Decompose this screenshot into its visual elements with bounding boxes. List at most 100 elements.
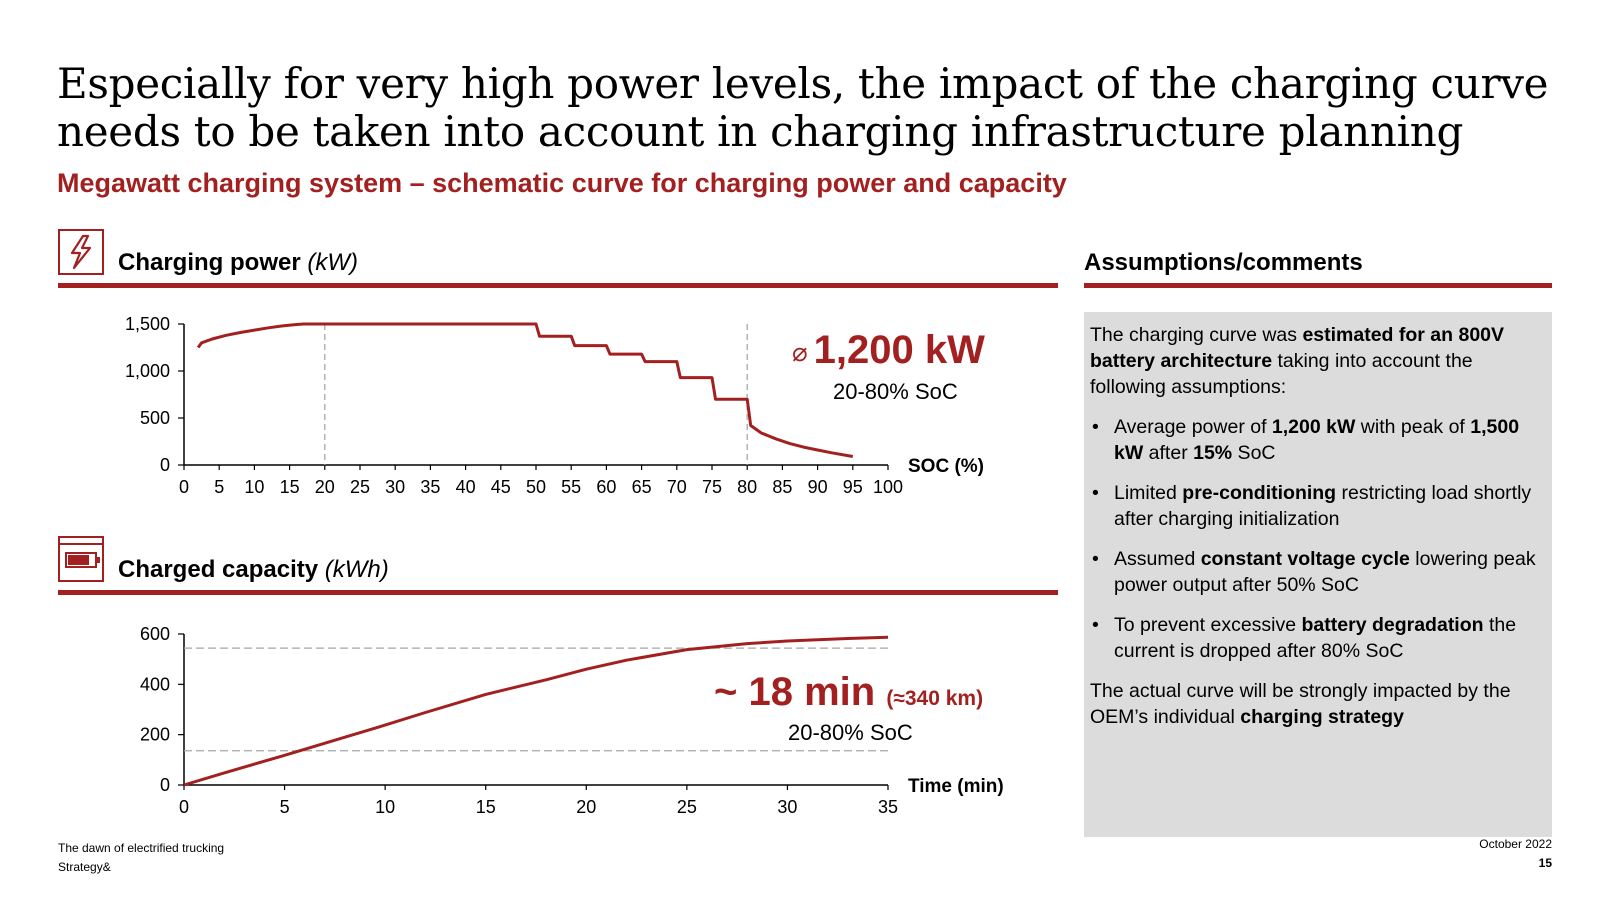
text-run: Assumed [1114, 548, 1201, 570]
lightning-icon [58, 229, 104, 275]
x-tick-label: 0 [179, 797, 189, 817]
x-tick-label: 15 [476, 797, 496, 817]
charging-power-chart: 0 500 1,000 1,500 0 5 10 15 20 25 30 35 40 45 50 55 60 65… [125, 314, 984, 497]
series-line [183, 635, 889, 787]
y-tick-label: 400 [140, 674, 170, 694]
assumptions-divider [1084, 283, 1552, 288]
assumption-item: Limited pre-conditioning restricting loa… [1090, 480, 1544, 532]
footer-date: October 2022 [1479, 837, 1552, 851]
text-run: The charging curve was [1090, 324, 1303, 346]
bold-text: battery degradation [1301, 614, 1484, 636]
x-tick-label: 10 [375, 797, 395, 817]
assumption-item: To prevent excessive battery degradation… [1090, 612, 1544, 664]
text-run: the current is dropped after 80% SoC [1114, 614, 1517, 662]
assumptions-intro: The charging curve was estimated for an … [1090, 322, 1544, 400]
bold-text: 1,200 kW [1271, 416, 1356, 438]
footer-publication: The dawn of electrified trucking [58, 841, 225, 855]
diameter-icon: ⌀ [792, 336, 808, 367]
text-run: after [1143, 442, 1194, 464]
bold-text: 1,500 kW [1114, 416, 1520, 464]
y-tick-label: 0 [160, 775, 170, 795]
average-power-note: 20-80% SoC [833, 379, 958, 404]
x-tick-label: 20 [576, 797, 596, 817]
charge-time-note: 20-80% SoC [788, 720, 913, 745]
charged-capacity-unit: (kWh) [324, 556, 389, 583]
page-number: 15 [1538, 856, 1552, 870]
charge-time-value: ~ 18 min [714, 670, 876, 714]
x-tick-label: 20 [315, 477, 335, 497]
text-run: lowering peak power output after 50% SoC [1114, 548, 1536, 596]
assumptions-outro: The actual curve will be strongly impact… [1090, 678, 1544, 730]
footer-right: October 2022 15 [1479, 835, 1552, 873]
x-tick-label: 95 [843, 477, 863, 497]
page-title-line-2: needs to be taken into account in chargi… [57, 107, 1464, 156]
average-power-value: 1,200 kW [813, 328, 985, 372]
y-tick-label: 200 [140, 725, 170, 745]
x-tick-label: 30 [777, 797, 797, 817]
text-run: To prevent excessive [1114, 614, 1302, 636]
assumption-item: Assumed constant voltage cycle lowering … [1090, 546, 1544, 598]
charge-range-value: (≈340 km) [886, 687, 984, 710]
x-tick-label: 70 [667, 477, 687, 497]
bold-text: constant voltage cycle [1200, 548, 1410, 570]
x-axis-label: Time (min) [908, 776, 1004, 797]
text-run: Average power of [1114, 416, 1272, 438]
bold-text: 15% [1193, 442, 1233, 464]
average-power-callout: ⌀ 1,200 kW [792, 328, 985, 373]
text-run: taking into account the following assump… [1090, 350, 1473, 398]
text-run: SoC [1232, 442, 1276, 464]
page-subtitle: Megawatt charging system – schematic cur… [57, 168, 1067, 198]
text-run: The actual curve will be strongly impact… [1090, 680, 1511, 728]
x-tick-label: 100 [873, 477, 903, 497]
y-tick-label: 600 [140, 624, 170, 644]
charged-capacity-divider [58, 590, 1058, 595]
footer-left: The dawn of electrified trucking Strateg… [58, 839, 224, 877]
x-tick-label: 80 [737, 477, 757, 497]
x-tick-label: 40 [456, 477, 476, 497]
x-tick-label: 90 [808, 477, 828, 497]
x-tick-label: 30 [385, 477, 405, 497]
assumptions-list: Average power of 1,200 kW with peak of 1… [1090, 414, 1544, 664]
charged-capacity-chart: 0 200 400 600 0 5 10 15 20 25 30 35 Time (min) [140, 624, 1004, 817]
battery-icon [58, 536, 104, 582]
y-tick-label: 1,500 [125, 314, 170, 334]
x-tick-label: 60 [596, 477, 616, 497]
assumptions-heading: Assumptions/comments [1084, 249, 1363, 276]
x-tick-label: 25 [677, 797, 697, 817]
x-tick-label: 35 [878, 797, 898, 817]
x-tick-label: 25 [350, 477, 370, 497]
text-run: restricting load shortly after charging … [1114, 482, 1532, 530]
y-tick-label: 1,000 [125, 361, 170, 381]
footer-company: Strategy& [58, 860, 111, 874]
text-run: with peak of [1355, 416, 1471, 438]
x-tick-label: 75 [702, 477, 722, 497]
text-run: Limited [1114, 482, 1183, 504]
x-tick-label: 65 [632, 477, 652, 497]
charged-capacity-heading: Charged capacity (kWh) [118, 556, 389, 584]
charged-capacity-title: Charged capacity [118, 556, 319, 583]
bold-text: estimated for an 800V battery architectu… [1090, 324, 1505, 372]
charge-time-callout: ~ 18 min (≈340 km) [714, 670, 983, 715]
charging-power-divider [58, 283, 1058, 288]
x-tick-label: 10 [244, 477, 264, 497]
bold-text: pre-conditioning [1182, 482, 1337, 504]
x-tick-label: 55 [561, 477, 581, 497]
series-line [196, 322, 854, 458]
charging-power-title: Charging power [118, 249, 301, 276]
assumption-item: Average power of 1,200 kW with peak of 1… [1090, 414, 1544, 466]
bold-text: charging strategy [1240, 706, 1404, 728]
page-title-line-1: Especially for very high power levels, t… [57, 59, 1549, 108]
assumptions-panel: The charging curve was estimated for an … [1084, 312, 1552, 837]
x-tick-label: 35 [420, 477, 440, 497]
x-tick-label: 15 [280, 477, 300, 497]
y-tick-label: 0 [160, 455, 170, 475]
y-tick-label: 500 [140, 408, 170, 428]
charging-power-heading: Charging power (kW) [118, 249, 358, 277]
x-tick-label: 5 [214, 477, 224, 497]
x-tick-label: 85 [772, 477, 792, 497]
x-tick-label: 5 [280, 797, 290, 817]
x-tick-label: 50 [526, 477, 546, 497]
x-tick-label: 45 [491, 477, 511, 497]
x-tick-label: 0 [179, 477, 189, 497]
